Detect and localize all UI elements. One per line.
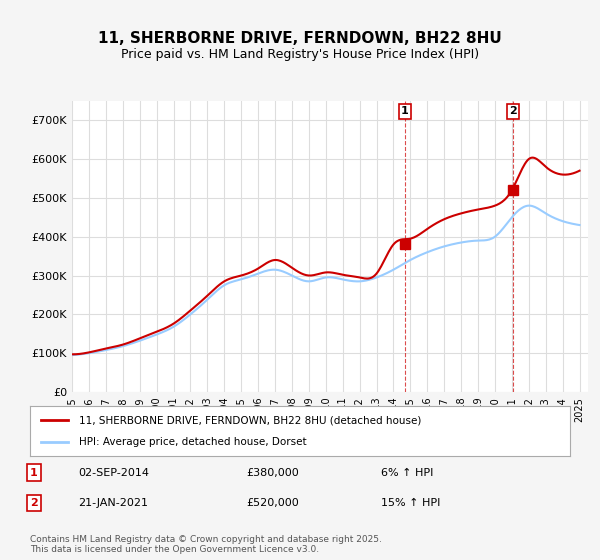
Text: 6% ↑ HPI: 6% ↑ HPI: [381, 468, 433, 478]
Text: 11, SHERBORNE DRIVE, FERNDOWN, BH22 8HU: 11, SHERBORNE DRIVE, FERNDOWN, BH22 8HU: [98, 31, 502, 46]
Text: 2: 2: [30, 498, 38, 508]
Text: £520,000: £520,000: [246, 498, 299, 508]
Text: 15% ↑ HPI: 15% ↑ HPI: [381, 498, 440, 508]
Text: 1: 1: [401, 106, 409, 116]
Text: 2: 2: [509, 106, 517, 116]
Text: Price paid vs. HM Land Registry's House Price Index (HPI): Price paid vs. HM Land Registry's House …: [121, 48, 479, 60]
Text: 1: 1: [30, 468, 38, 478]
Text: 11, SHERBORNE DRIVE, FERNDOWN, BH22 8HU (detached house): 11, SHERBORNE DRIVE, FERNDOWN, BH22 8HU …: [79, 415, 421, 425]
Text: HPI: Average price, detached house, Dorset: HPI: Average price, detached house, Dors…: [79, 437, 306, 447]
Text: £380,000: £380,000: [246, 468, 299, 478]
Text: 02-SEP-2014: 02-SEP-2014: [79, 468, 149, 478]
Text: Contains HM Land Registry data © Crown copyright and database right 2025.
This d: Contains HM Land Registry data © Crown c…: [30, 535, 382, 554]
Text: 21-JAN-2021: 21-JAN-2021: [79, 498, 149, 508]
